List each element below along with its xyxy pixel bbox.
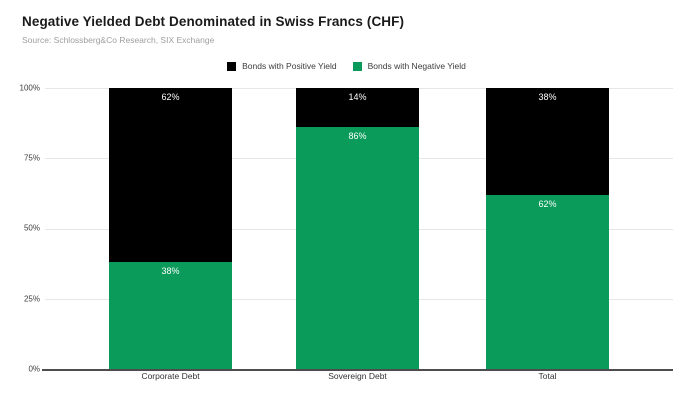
chart-title: Negative Yielded Debt Denominated in Swi… [22,14,405,29]
legend-item-positive-yield[interactable]: Bonds with Positive Yield [227,61,337,71]
x-axis-label-sovereign-debt: Sovereign Debt [328,371,387,381]
bar-value-label: 38% [538,92,557,102]
bar-value-label: 14% [348,92,367,102]
bar-segment-corporate-negative[interactable]: 38% [109,262,232,369]
bar-segment-sovereign-positive[interactable]: 14% [296,88,419,128]
bar-corporate-debt: 62% 38% [109,88,232,369]
legend: Bonds with Positive Yield Bonds with Neg… [0,61,693,71]
plot-area: 62% 38% 14% 86% 38% 62% [42,88,673,371]
bar-value-label: 86% [348,131,367,142]
y-axis-tick-50: 50% [23,223,40,233]
bar-segment-total-positive[interactable]: 38% [486,88,609,195]
x-axis-line [42,369,673,371]
bar-segment-sovereign-negative[interactable]: 86% [296,127,419,369]
y-axis-tick-25: 25% [23,294,40,304]
bar-segment-total-negative[interactable]: 62% [486,194,609,369]
bar-value-label: 38% [161,266,180,277]
y-axis-tick-75: 75% [23,153,40,163]
bar-value-label: 62% [538,198,557,209]
legend-item-negative-yield[interactable]: Bonds with Negative Yield [352,61,466,71]
bar-total: 38% 62% [486,88,609,369]
y-axis-tick-100: 100% [19,83,40,93]
bar-value-label: 62% [161,92,180,102]
legend-swatch-negative-icon [352,61,362,71]
legend-swatch-positive-icon [227,61,237,71]
x-axis-label-total: Total [538,371,557,381]
bar-sovereign-debt: 14% 86% [296,88,419,369]
x-axis-label-corporate-debt: Corporate Debt [141,371,200,381]
bar-segment-corporate-positive[interactable]: 62% [109,88,232,263]
chart-source: Source: Schlossberg&Co Research, SIX Exc… [22,35,215,45]
legend-label-positive: Bonds with Positive Yield [242,61,337,71]
legend-label-negative: Bonds with Negative Yield [367,61,466,71]
y-axis-tick-0: 0% [28,364,40,374]
